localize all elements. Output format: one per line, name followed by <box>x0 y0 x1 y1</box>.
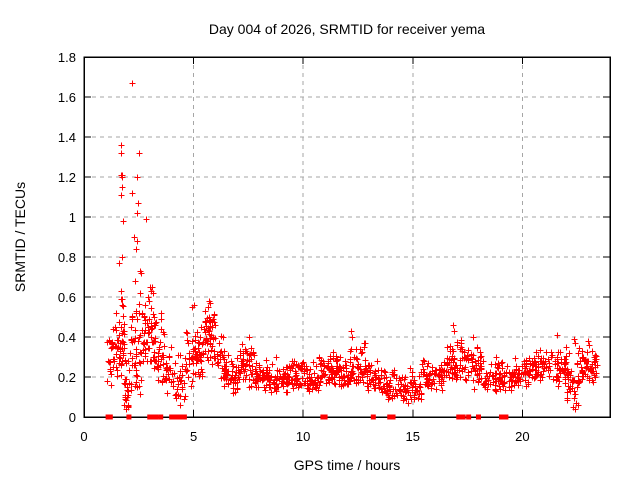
x-tick-label: 5 <box>190 429 197 444</box>
x-axis-label: GPS time / hours <box>294 457 401 473</box>
x-tick-label: 0 <box>80 429 87 444</box>
y-tick-label: 1 <box>69 210 76 225</box>
y-tick-label: 1.8 <box>58 50 76 65</box>
x-tick-label: 20 <box>515 429 529 444</box>
tick-labels: 0 0.2 0.4 0.6 0.8 1 1.2 1.4 1.6 1.8 0 5 10 15 20 <box>58 50 530 444</box>
y-tick-label: 0.2 <box>58 370 76 385</box>
y-tick-label: 1.6 <box>58 90 76 105</box>
y-tick-label: 0.6 <box>58 290 76 305</box>
scatter-points <box>104 80 601 420</box>
y-tick-label: 0.4 <box>58 330 76 345</box>
x-tick-label: 10 <box>296 429 310 444</box>
y-tick-label: 1.4 <box>58 130 76 145</box>
x-tick-label: 15 <box>406 429 420 444</box>
y-tick-label: 1.2 <box>58 170 76 185</box>
y-tick-label: 0 <box>69 410 76 425</box>
y-tick-label: 0.8 <box>58 250 76 265</box>
chart-title: Day 004 of 2026, SRMTID for receiver yem… <box>209 21 485 37</box>
plot-frame <box>83 56 611 418</box>
y-axis-label: SRMTID / TECUs <box>12 182 28 292</box>
